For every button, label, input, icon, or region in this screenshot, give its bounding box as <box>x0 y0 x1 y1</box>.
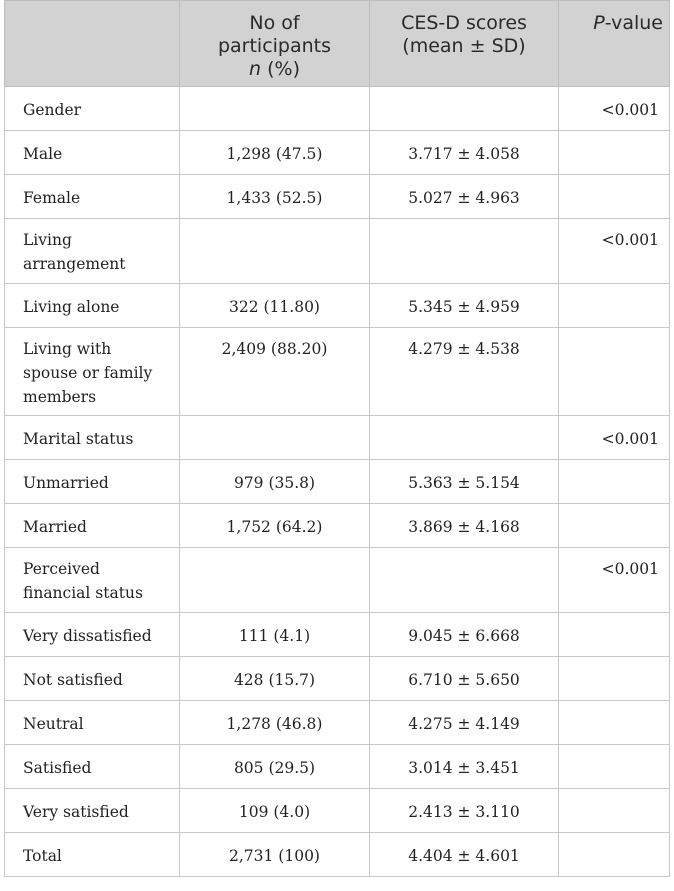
table-row: Very dissatisfied 111 (4.1) 9.045 ± 6.66… <box>4 612 670 657</box>
row-participants <box>179 86 370 131</box>
table-row: Gender <0.001 <box>4 86 670 131</box>
row-label: Living arrangement <box>4 218 180 284</box>
row-participants: 109 (4.0) <box>179 788 370 833</box>
table-row: Unmarried 979 (35.8) 5.363 ± 5.154 <box>4 459 670 504</box>
header-participants-pct: (%) <box>261 58 300 80</box>
row-label: Female <box>4 174 180 219</box>
row-pvalue <box>558 503 670 548</box>
row-participants: 1,433 (52.5) <box>179 174 370 219</box>
row-pvalue: <0.001 <box>558 218 670 284</box>
row-pvalue <box>558 656 670 701</box>
row-cesd: 9.045 ± 6.668 <box>369 612 559 657</box>
header-participants-line2: participants <box>217 35 332 57</box>
row-label: Very satisfied <box>4 788 180 833</box>
row-participants: 979 (35.8) <box>179 459 370 504</box>
header-row: No of participants n (%) CES-D scores (m… <box>4 0 670 87</box>
row-participants: 1,752 (64.2) <box>179 503 370 548</box>
row-label: Gender <box>4 86 180 131</box>
table-row: Living arrangement <0.001 <box>4 218 670 284</box>
row-cesd: 5.027 ± 4.963 <box>369 174 559 219</box>
row-label: Very dissatisfied <box>4 612 180 657</box>
row-label: Neutral <box>4 700 180 745</box>
row-participants <box>179 218 370 284</box>
row-label: Living with spouse or family members <box>4 327 180 416</box>
row-participants: 1,278 (46.8) <box>179 700 370 745</box>
row-pvalue <box>558 327 670 416</box>
row-cesd <box>369 547 559 613</box>
row-cesd: 4.404 ± 4.601 <box>369 832 559 877</box>
row-pvalue <box>558 174 670 219</box>
header-pvalue-p: P <box>593 12 605 34</box>
row-pvalue <box>558 130 670 175</box>
row-pvalue: <0.001 <box>558 86 670 131</box>
row-participants: 1,298 (47.5) <box>179 130 370 175</box>
row-cesd: 5.363 ± 5.154 <box>369 459 559 504</box>
header-pvalue: P-value <box>558 0 670 87</box>
row-pvalue <box>558 832 670 877</box>
row-participants: 111 (4.1) <box>179 612 370 657</box>
row-cesd: 4.275 ± 4.149 <box>369 700 559 745</box>
table-row: Male 1,298 (47.5) 3.717 ± 4.058 <box>4 130 670 175</box>
row-participants: 322 (11.80) <box>179 283 370 328</box>
row-cesd <box>369 86 559 131</box>
row-participants: 428 (15.7) <box>179 656 370 701</box>
row-participants: 2,409 (88.20) <box>179 327 370 416</box>
row-participants: 805 (29.5) <box>179 744 370 789</box>
row-cesd <box>369 218 559 284</box>
table-row: Living with spouse or family members 2,4… <box>4 327 670 416</box>
table-row: Not satisfied 428 (15.7) 6.710 ± 5.650 <box>4 656 670 701</box>
row-cesd: 3.014 ± 3.451 <box>369 744 559 789</box>
row-label: Male <box>4 130 180 175</box>
row-label: Married <box>4 503 180 548</box>
row-pvalue <box>558 459 670 504</box>
row-cesd: 3.717 ± 4.058 <box>369 130 559 175</box>
row-label: Marital status <box>4 415 180 460</box>
table-body: Gender <0.001 Male 1,298 (47.5) 3.717 ± … <box>4 86 670 877</box>
table-row: Married 1,752 (64.2) 3.869 ± 4.168 <box>4 503 670 548</box>
header-cesd: CES-D scores (mean ± SD) <box>369 0 559 87</box>
row-label: Unmarried <box>4 459 180 504</box>
header-cesd-line2: (mean ± SD) <box>402 35 526 57</box>
row-pvalue: <0.001 <box>558 415 670 460</box>
row-pvalue <box>558 283 670 328</box>
header-participants: No of participants n (%) <box>179 0 370 87</box>
row-cesd <box>369 415 559 460</box>
row-cesd: 2.413 ± 3.110 <box>369 788 559 833</box>
header-participants-n: n <box>249 58 262 80</box>
header-variable <box>4 0 180 87</box>
row-label: Not satisfied <box>4 656 180 701</box>
table-row: Neutral 1,278 (46.8) 4.275 ± 4.149 <box>4 700 670 745</box>
header-participants-line1: No of <box>249 12 300 34</box>
table-row: Living alone 322 (11.80) 5.345 ± 4.959 <box>4 283 670 328</box>
row-pvalue <box>558 788 670 833</box>
row-label: Total <box>4 832 180 877</box>
row-participants <box>179 415 370 460</box>
table-row-total: Total 2,731 (100) 4.404 ± 4.601 <box>4 832 670 877</box>
row-label: Perceived financial status <box>4 547 180 613</box>
table-row: Very satisfied 109 (4.0) 2.413 ± 3.110 <box>4 788 670 833</box>
row-participants <box>179 547 370 613</box>
row-label: Satisfied <box>4 744 180 789</box>
table-header: No of participants n (%) CES-D scores (m… <box>4 0 670 87</box>
table-row: Female 1,433 (52.5) 5.027 ± 4.963 <box>4 174 670 219</box>
table-row: Marital status <0.001 <box>4 415 670 460</box>
header-cesd-line1: CES-D scores <box>401 12 527 34</box>
table-row: Perceived financial status <0.001 <box>4 547 670 613</box>
header-pvalue-rest: -value <box>604 12 663 34</box>
row-label: Living alone <box>4 283 180 328</box>
row-cesd: 4.279 ± 4.538 <box>369 327 559 416</box>
row-cesd: 5.345 ± 4.959 <box>369 283 559 328</box>
row-cesd: 3.869 ± 4.168 <box>369 503 559 548</box>
row-cesd: 6.710 ± 5.650 <box>369 656 559 701</box>
row-pvalue: <0.001 <box>558 547 670 613</box>
cesd-table: No of participants n (%) CES-D scores (m… <box>4 0 670 877</box>
row-pvalue <box>558 744 670 789</box>
row-pvalue <box>558 612 670 657</box>
row-participants: 2,731 (100) <box>179 832 370 877</box>
row-pvalue <box>558 700 670 745</box>
table-row: Satisfied 805 (29.5) 3.014 ± 3.451 <box>4 744 670 789</box>
